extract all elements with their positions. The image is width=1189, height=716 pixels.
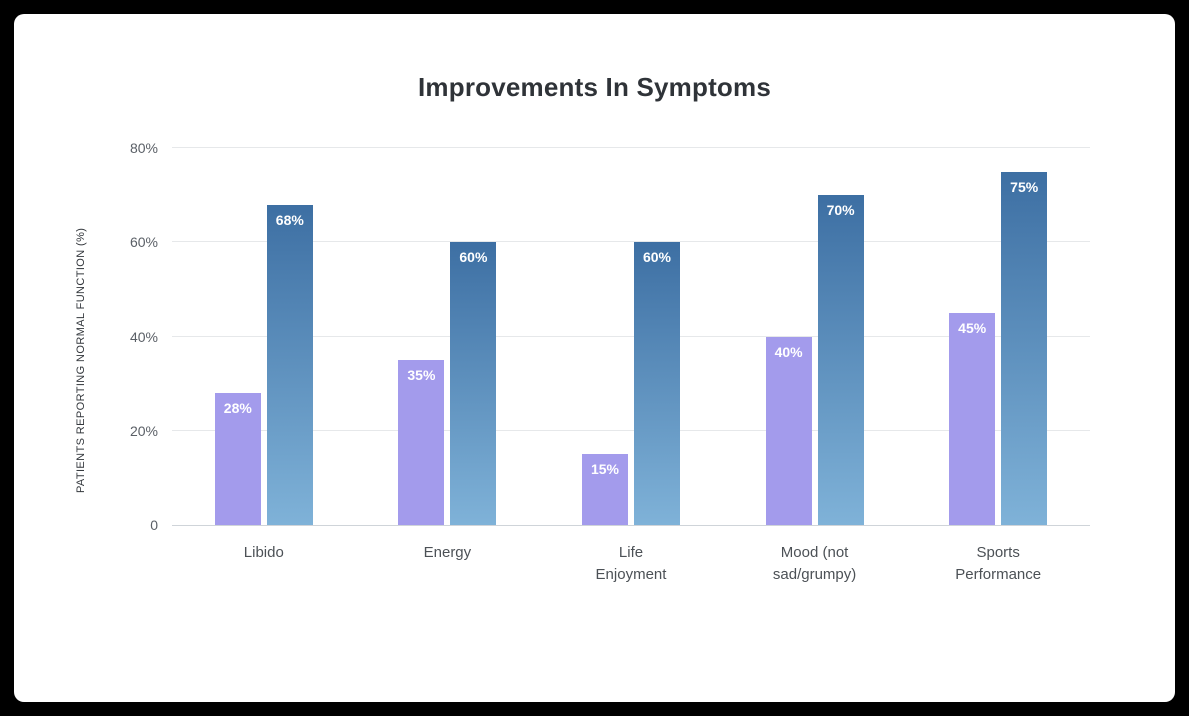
bar-value-label: 75% xyxy=(1010,178,1039,195)
bar-series-2: 60% xyxy=(633,242,680,525)
bar-series-2: 75% xyxy=(1001,171,1048,525)
chart-canvas: Improvements In Symptoms PATIENTS REPORT… xyxy=(14,14,1175,702)
bar-series-1: 15% xyxy=(581,454,628,525)
y-tick-label: 40% xyxy=(129,328,158,345)
x-category-label: Libido xyxy=(243,544,284,561)
bar-group: 15% 60% xyxy=(581,148,680,525)
gridline xyxy=(172,429,1090,431)
bar-group: 28% 68% xyxy=(214,148,313,525)
bar-group: 35% 60% xyxy=(398,148,497,525)
gridline xyxy=(172,335,1090,337)
bar-series-1: 28% xyxy=(214,393,261,525)
bar-value-label: 60% xyxy=(642,249,671,266)
y-tick-label: 20% xyxy=(129,422,158,439)
y-axis-title: PATIENTS REPORTING NORMAL FUNCTION (%) xyxy=(75,227,87,493)
x-category-label: Energy xyxy=(423,544,472,561)
y-tick-label: 80% xyxy=(129,140,158,156)
bar-group: 40% 70% xyxy=(765,148,864,525)
y-tick-label: 0 xyxy=(150,517,158,533)
bar-value-label: 60% xyxy=(459,249,488,266)
x-category-label: Life Enjoyment xyxy=(595,544,667,583)
plot-area: 0 20% 40% 60% 80% 28% 68% 35% 60% 15% 60% 40% 70% 45%… xyxy=(130,140,1090,533)
bar-series-1: 45% xyxy=(949,312,996,525)
bar-series-2: 70% xyxy=(817,195,864,525)
bar-value-label: 68% xyxy=(275,211,304,228)
gridline xyxy=(172,241,1090,243)
bar-group: 45% 75% xyxy=(949,148,1048,525)
bar-series-2: 60% xyxy=(450,242,497,525)
chart-title: Improvements In Symptoms xyxy=(418,72,771,102)
bar-value-label: 28% xyxy=(223,400,252,417)
bar-series-2: 68% xyxy=(266,204,313,525)
x-axis-labels: Libido Energy Life Enjoyment Mood (not sad/gr… xyxy=(172,542,1090,586)
bar-value-label: 40% xyxy=(774,343,803,360)
x-category-label: Mood (not sad/grumpy) xyxy=(772,544,857,583)
x-category-label: Sports Performance xyxy=(955,544,1042,583)
bar-value-label: 15% xyxy=(590,461,619,478)
bar-series-1: 35% xyxy=(398,360,445,525)
y-tick-label: 60% xyxy=(129,234,158,251)
bar-value-label: 35% xyxy=(407,367,436,384)
bar-value-label: 70% xyxy=(826,202,855,219)
gridline xyxy=(172,147,1090,148)
bar-series-1: 40% xyxy=(765,336,812,525)
bar-value-label: 45% xyxy=(958,319,987,336)
bar-groups: 28% 68% 35% 60% 15% 60% 40% 70% 45% 75% xyxy=(172,148,1090,525)
